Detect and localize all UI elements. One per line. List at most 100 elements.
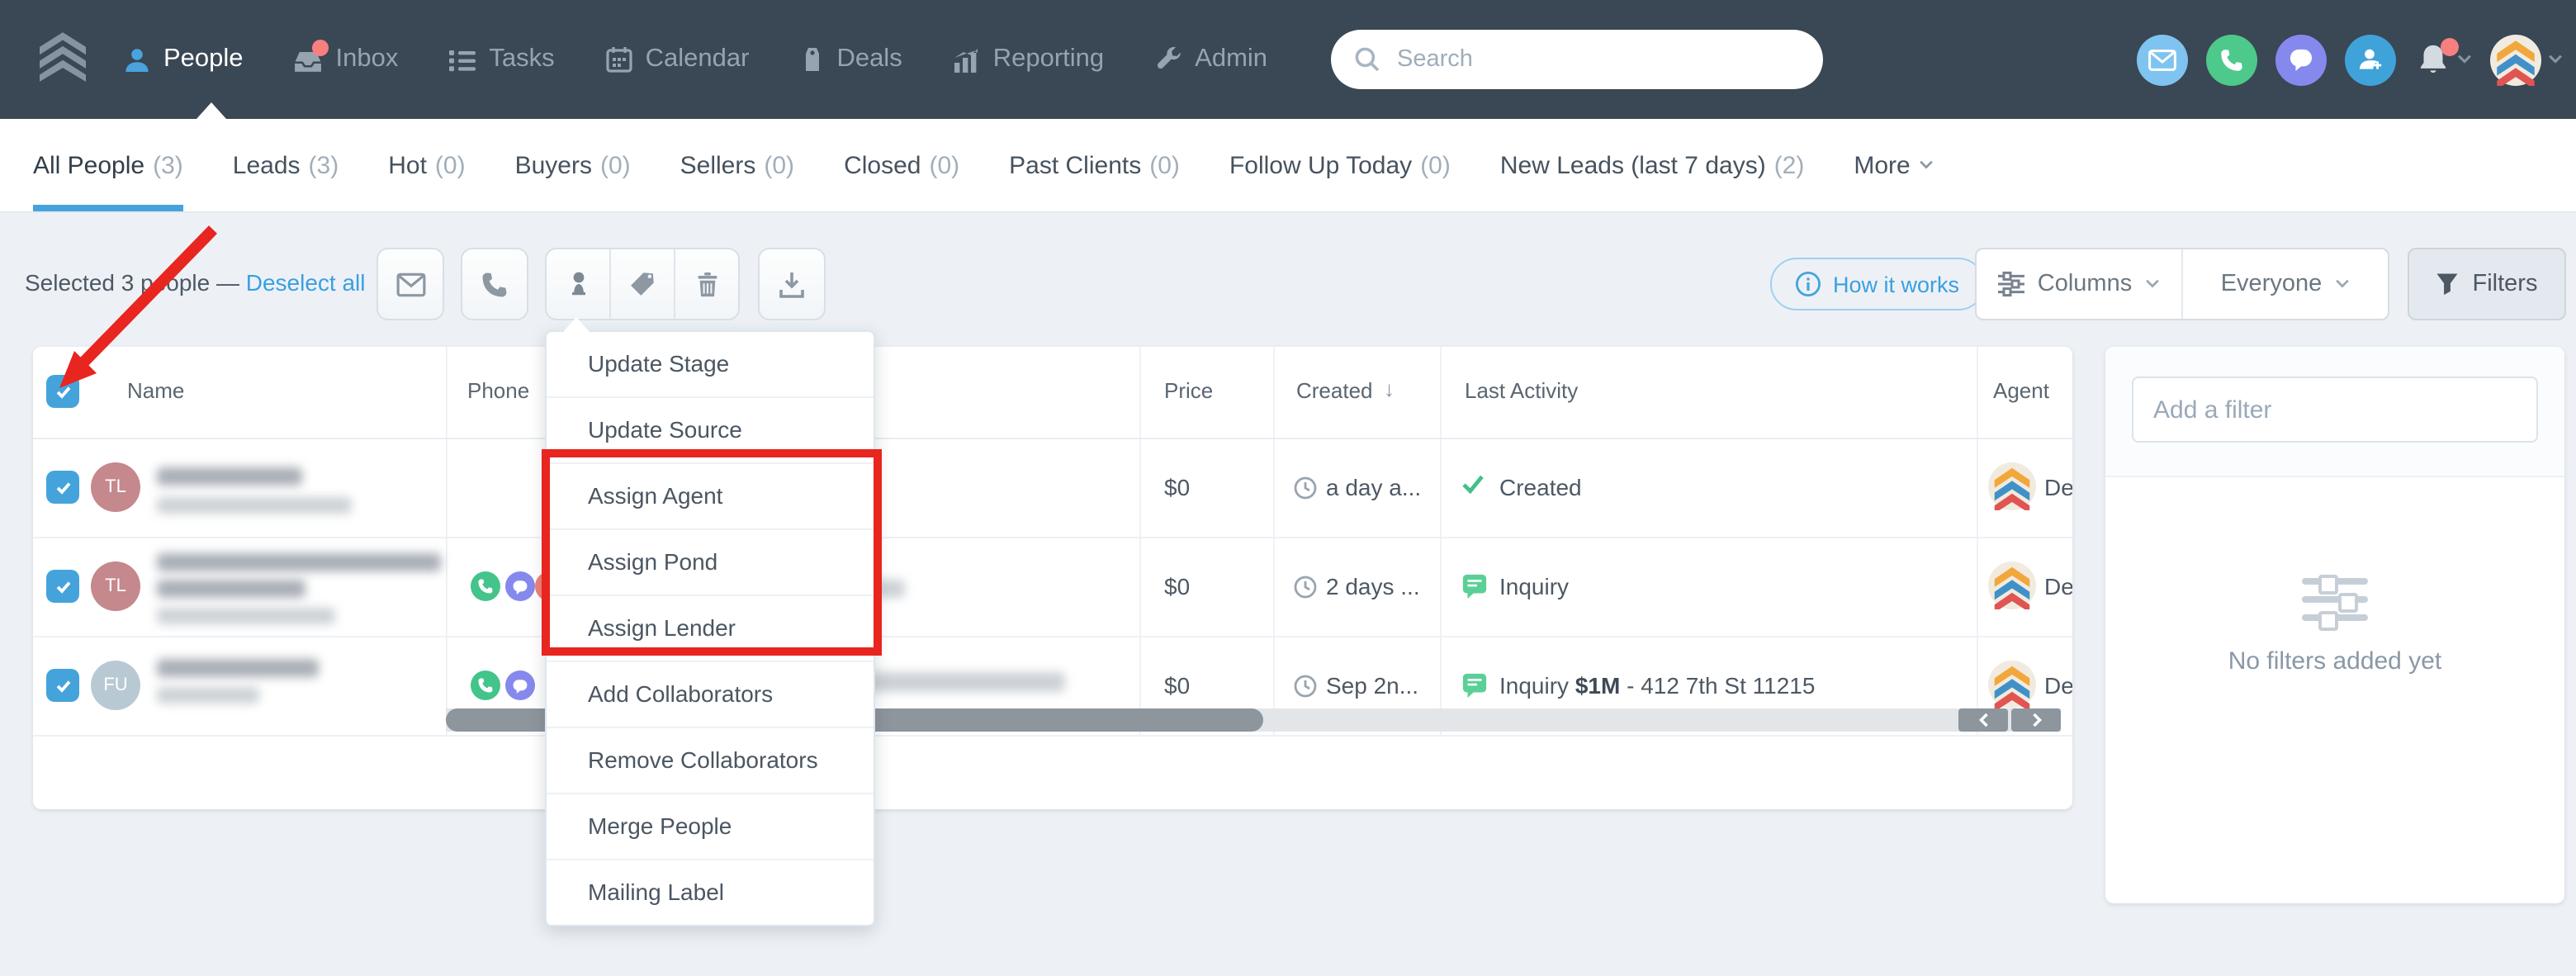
info-icon (1795, 271, 1821, 297)
bulk-actions-menu: Update Stage Update Source Assign Agent … (545, 330, 875, 926)
view-controls-group: Columns Everyone (1975, 248, 2389, 320)
nav-item-people[interactable]: People (124, 45, 244, 74)
clock-icon (1293, 575, 1318, 599)
call-icon[interactable] (471, 571, 500, 601)
menu-item-mailing-label[interactable]: Mailing Label (588, 879, 724, 905)
tab-follow-up-today[interactable]: Follow Up Today (0) (1229, 151, 1451, 179)
column-header-agent[interactable]: Agent (1993, 378, 2049, 403)
tab-buyers[interactable]: Buyers (0) (514, 151, 631, 179)
email-quick-button[interactable] (2137, 34, 2188, 85)
column-header-price[interactable]: Price (1164, 378, 1214, 403)
tag-icon (631, 272, 654, 296)
account-menu[interactable] (2490, 34, 2563, 85)
nav-item-admin[interactable]: Admin (1155, 45, 1267, 74)
bulk-delete-button[interactable] (675, 249, 738, 319)
tab-all-people[interactable]: All People (3) (33, 119, 183, 211)
nav-item-deals[interactable]: Deals (800, 45, 902, 74)
filters-button[interactable]: Filters (2408, 248, 2566, 320)
menu-item-update-source[interactable]: Update Source (547, 398, 874, 464)
column-header-created[interactable]: Created (1296, 378, 1373, 403)
person-add-icon (2359, 48, 2381, 69)
menu-item-assign-pond[interactable]: Assign Pond (547, 530, 874, 596)
columns-dropdown[interactable]: Columns (1977, 249, 2183, 319)
table-row[interactable]: FU $0 Sep 2n... Inquiry $1M - 412 7th St… (33, 636, 2072, 737)
add-person-button[interactable] (2345, 34, 2396, 85)
call-quick-button[interactable] (2206, 34, 2257, 85)
nav-item-tasks[interactable]: Tasks (449, 45, 555, 74)
add-filter-input[interactable] (2132, 377, 2538, 443)
menu-item-update-stage[interactable]: Update Stage (547, 332, 874, 398)
bulk-email-button[interactable] (376, 248, 444, 320)
no-filters-message: No filters added yet (2228, 647, 2442, 675)
bulk-tag-button[interactable] (611, 249, 675, 319)
clock-icon (1293, 674, 1318, 699)
active-section-caret (197, 102, 226, 119)
person-icon (571, 272, 585, 296)
column-header-name[interactable]: Name (127, 378, 185, 403)
sms-icon[interactable] (504, 670, 534, 700)
avatar: TL (91, 462, 140, 512)
row-checkbox[interactable] (46, 669, 79, 702)
menu-item-merge-people[interactable]: Merge People (547, 794, 874, 860)
export-button[interactable] (758, 248, 826, 320)
check-icon (55, 386, 70, 398)
filters-panel: No filters added yet (2105, 347, 2564, 903)
texting-quick-button[interactable] (2275, 34, 2327, 85)
deselect-all-link[interactable]: Deselect all (245, 269, 366, 296)
tab-past-clients[interactable]: Past Clients (0) (1009, 151, 1180, 179)
check-icon (55, 481, 70, 494)
calendar-icon (606, 47, 632, 73)
menu-item-assign-lender[interactable]: Assign Lender (547, 596, 874, 662)
column-header-last-activity[interactable]: Last Activity (1465, 378, 1579, 403)
menu-item-assign-agent[interactable]: Assign Agent (547, 464, 874, 530)
notifications-button[interactable] (2414, 37, 2472, 78)
tab-new-leads[interactable]: New Leads (last 7 days) (2) (1499, 151, 1805, 179)
tab-hot[interactable]: Hot (0) (388, 151, 466, 179)
last-activity-cell: Created (1499, 474, 1582, 500)
everyone-dropdown[interactable]: Everyone (2183, 249, 2388, 319)
bulk-call-button[interactable] (461, 248, 528, 320)
followupboss-logo-icon[interactable] (40, 31, 86, 83)
table-row[interactable]: TL $0 a day a... Created De (33, 438, 2072, 538)
tab-sellers[interactable]: Sellers (0) (680, 151, 795, 179)
agent-cell: De (2044, 672, 2072, 699)
check-icon (55, 680, 70, 692)
chevron-right-icon (2032, 713, 2041, 727)
account-avatar (2490, 34, 2541, 85)
row-checkbox[interactable] (46, 570, 79, 603)
menu-item-add-collaborators[interactable]: Add Collaborators (547, 662, 874, 728)
menu-item-remove-collaborators[interactable]: Remove Collaborators (547, 728, 874, 794)
sliders-icon (2302, 575, 2368, 631)
inbox-badge-dot (312, 39, 329, 55)
tab-more[interactable]: More (1854, 119, 1933, 211)
how-it-works-button[interactable]: How it works (1770, 258, 1985, 310)
check-icon (1461, 474, 1485, 494)
chevron-down-icon (2336, 279, 2350, 288)
column-header-phone[interactable]: Phone (467, 378, 530, 403)
nav-item-inbox[interactable]: Inbox (295, 39, 398, 74)
search-input[interactable] (1394, 45, 1823, 74)
notifications-badge-dot (2441, 37, 2459, 55)
nav-item-reporting[interactable]: Reporting (954, 45, 1104, 74)
people-table: Name Phone Price Created ↓ Last Activity… (33, 347, 2072, 809)
last-activity-cell: Inquiry (1499, 573, 1570, 599)
table-header-row: Name Phone Price Created ↓ Last Activity… (33, 347, 2072, 439)
bulk-person-actions-button[interactable] (547, 249, 611, 319)
row-checkbox[interactable] (46, 471, 79, 504)
tab-closed[interactable]: Closed (0) (844, 151, 960, 179)
bell-icon (2420, 44, 2446, 72)
sms-icon[interactable] (504, 571, 534, 601)
sort-desc-icon[interactable]: ↓ (1384, 377, 1395, 401)
call-icon[interactable] (471, 670, 500, 700)
phone-icon (2221, 49, 2242, 70)
tab-leads[interactable]: Leads (3) (232, 151, 339, 179)
agent-avatar (1988, 462, 2036, 510)
table-row[interactable]: TL $0 2 days ... Inquiry De (33, 537, 2072, 637)
nav-item-calendar[interactable]: Calendar (606, 45, 749, 74)
chat-bubble-icon (2290, 49, 2313, 71)
funnel-icon (2436, 273, 2459, 296)
created-cell: a day a... (1326, 474, 1422, 500)
scroll-left-button[interactable] (1958, 708, 2008, 732)
list-tabs: All People (3) Leads (3) Hot (0) Buyers (0) … (33, 119, 1934, 211)
scroll-right-button[interactable] (2011, 708, 2061, 732)
